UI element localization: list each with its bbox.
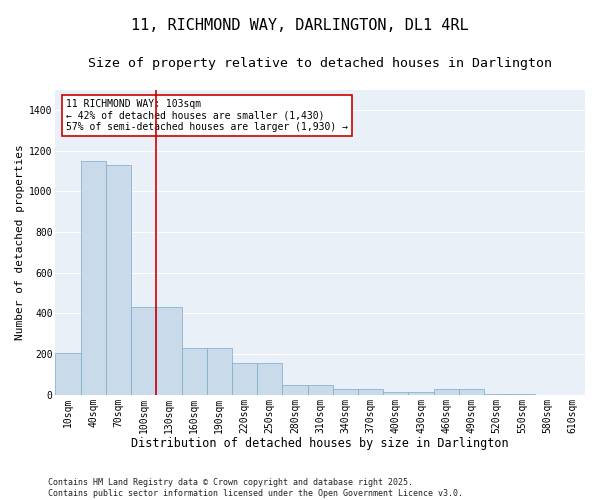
Text: 11, RICHMOND WAY, DARLINGTON, DL1 4RL: 11, RICHMOND WAY, DARLINGTON, DL1 4RL xyxy=(131,18,469,32)
Text: 11 RICHMOND WAY: 103sqm
← 42% of detached houses are smaller (1,430)
57% of semi: 11 RICHMOND WAY: 103sqm ← 42% of detache… xyxy=(66,99,348,132)
Bar xyxy=(509,394,535,395)
Bar xyxy=(459,388,484,395)
Bar xyxy=(409,392,434,395)
Bar xyxy=(283,384,308,395)
Bar xyxy=(434,388,459,395)
Bar xyxy=(131,308,157,395)
X-axis label: Distribution of detached houses by size in Darlington: Distribution of detached houses by size … xyxy=(131,437,509,450)
Bar xyxy=(358,388,383,395)
Bar xyxy=(157,308,182,395)
Bar xyxy=(308,384,333,395)
Y-axis label: Number of detached properties: Number of detached properties xyxy=(15,144,25,340)
Bar xyxy=(232,364,257,395)
Bar xyxy=(257,364,283,395)
Bar xyxy=(106,165,131,395)
Bar xyxy=(182,348,207,395)
Title: Size of property relative to detached houses in Darlington: Size of property relative to detached ho… xyxy=(88,58,552,70)
Bar xyxy=(484,394,509,395)
Text: Contains HM Land Registry data © Crown copyright and database right 2025.
Contai: Contains HM Land Registry data © Crown c… xyxy=(48,478,463,498)
Bar xyxy=(383,392,409,395)
Bar xyxy=(333,388,358,395)
Bar xyxy=(55,353,80,395)
Bar xyxy=(80,161,106,395)
Bar xyxy=(207,348,232,395)
